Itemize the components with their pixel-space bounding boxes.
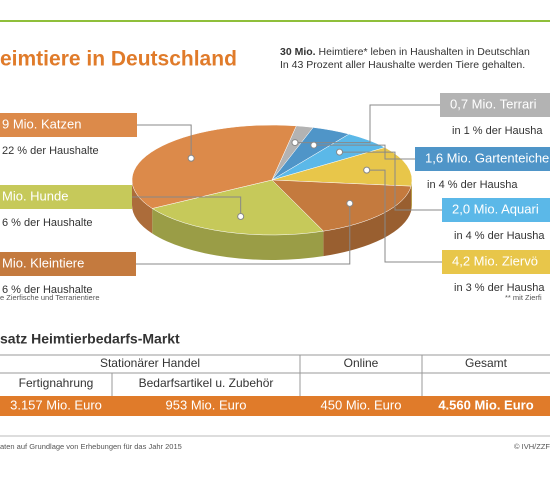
label-box xyxy=(0,185,132,209)
table-cell: 953 Mio. Euro xyxy=(166,397,247,412)
note: e Zierfische und Terrarientiere xyxy=(0,293,100,302)
table-header: Online xyxy=(344,356,379,370)
label-sub: in 1 % der Hausha xyxy=(452,125,543,137)
label-box xyxy=(442,250,550,274)
leader-line xyxy=(366,169,442,263)
leader-dot xyxy=(346,199,354,207)
leader-dot xyxy=(237,212,245,220)
label-box xyxy=(415,147,550,171)
leader-dot xyxy=(187,154,195,162)
label-title: 9 Mio. Katzen xyxy=(2,116,82,131)
slice-side xyxy=(323,186,412,257)
slice-side xyxy=(152,208,324,260)
label-box xyxy=(440,93,550,117)
leader-dot xyxy=(291,139,299,147)
lead-text: Heimtiere* leben in Haushalten in Deutsc… xyxy=(319,46,530,58)
title: eimtiere in Deutschland xyxy=(0,48,237,71)
table-cell: 3.157 Mio. Euro xyxy=(10,397,102,412)
slice xyxy=(271,147,413,187)
table-cell: 450 Mio. Euro xyxy=(321,397,402,412)
slice xyxy=(151,179,324,236)
lead-bold: 30 Mio. xyxy=(280,46,316,58)
label-title: 2,0 Mio. Aquari xyxy=(452,201,539,216)
table-cell: 4.560 Mio. Euro xyxy=(438,397,533,412)
slice xyxy=(271,179,412,232)
label-title: 1,6 Mio. Gartenteiche xyxy=(425,150,549,165)
leader-dot xyxy=(363,166,371,174)
leader-dot xyxy=(310,141,318,149)
leader-dot xyxy=(336,148,344,156)
table-header: Stationärer Handel xyxy=(100,356,200,370)
copyright: © IVH/ZZF xyxy=(514,442,550,451)
label-box xyxy=(0,252,136,276)
lead: 30 Mio. Heimtiere* leben in Haushalten i… xyxy=(280,46,530,58)
leader-line xyxy=(339,151,442,211)
slice-side xyxy=(411,180,413,212)
label-sub: in 4 % der Hausha xyxy=(454,230,545,242)
label-box xyxy=(0,113,137,137)
label-sub: in 4 % der Hausha xyxy=(427,179,518,191)
leader-line xyxy=(136,203,351,265)
leader-line xyxy=(132,196,242,217)
lead-2: In 43 Prozent aller Haushalte werden Tie… xyxy=(280,59,525,71)
label-sub: in 3 % der Hausha xyxy=(454,282,545,294)
label-sub: 22 % der Haushalte xyxy=(2,145,99,157)
slice-side xyxy=(132,180,153,234)
table-title: satz Heimtierbedarfs-Markt xyxy=(0,331,180,347)
label-title: Mio. Hunde xyxy=(2,188,68,203)
label-title: 4,2 Mio. Ziervö xyxy=(452,253,538,268)
note: ** mit Zierfi xyxy=(505,293,542,302)
source: aten auf Grundlage von Erhebungen für da… xyxy=(0,442,182,451)
label-title: 0,7 Mio. Terrari xyxy=(450,96,537,111)
leader-line xyxy=(137,124,192,159)
table-row-bg xyxy=(0,396,550,416)
label-sub: 6 % der Haushalte xyxy=(2,217,93,229)
label-sub: 6 % der Haushalte xyxy=(2,284,93,296)
label-box xyxy=(442,198,550,222)
table-subheader: Fertignahrung xyxy=(19,376,94,390)
slice xyxy=(131,124,297,209)
table-subheader: Bedarfsartikel u. Zubehör xyxy=(139,376,274,390)
label-title: Mio. Kleintiere xyxy=(2,255,84,270)
leader-line xyxy=(294,104,440,144)
table-header: Gesamt xyxy=(465,356,508,370)
